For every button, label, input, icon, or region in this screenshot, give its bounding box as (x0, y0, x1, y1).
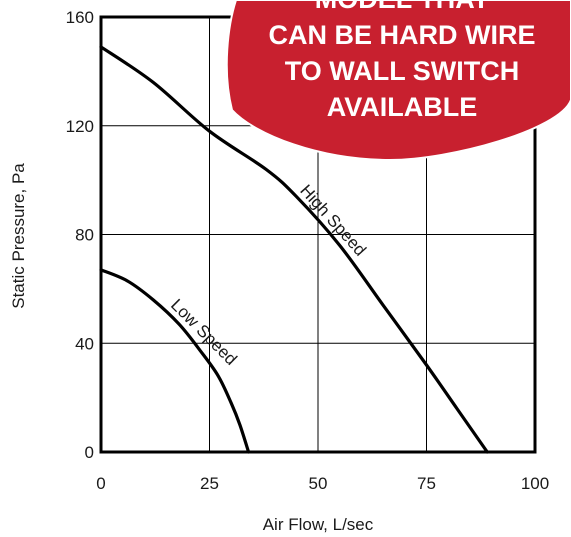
x-tick-label: 50 (309, 474, 328, 493)
y-tick-label: 40 (75, 334, 94, 353)
curves (99, 45, 489, 454)
banner-line-4: AVAILABLE (327, 92, 478, 122)
banner-line-2: CAN BE HARD WIRE (269, 20, 536, 50)
series-line-high-speed (99, 45, 489, 454)
x-axis-title: Air Flow, L/sec (263, 515, 374, 534)
series-line-low-speed (99, 268, 251, 454)
y-tick-label: 80 (75, 226, 94, 245)
x-tick-label: 0 (96, 474, 105, 493)
y-tick-labels: 0 40 80 120 160 (66, 8, 94, 462)
y-tick-label: 0 (85, 443, 94, 462)
banner-shape (225, 0, 571, 162)
x-tick-label: 75 (417, 474, 436, 493)
x-tick-label: 100 (521, 474, 549, 493)
y-axis-title: Static Pressure, Pa (9, 163, 28, 309)
banner-line-1: MODEL THAT (315, 0, 490, 14)
x-tick-label: 25 (200, 474, 219, 493)
promo-banner: MODEL THAT CAN BE HARD WIRE TO WALL SWIT… (225, 0, 571, 162)
y-tick-label: 120 (66, 117, 94, 136)
banner-line-3: TO WALL SWITCH (285, 56, 519, 86)
y-tick-label: 160 (66, 8, 94, 27)
x-tick-labels: 0 25 50 75 100 (96, 474, 549, 493)
high-speed-label: High Speed (296, 181, 370, 260)
